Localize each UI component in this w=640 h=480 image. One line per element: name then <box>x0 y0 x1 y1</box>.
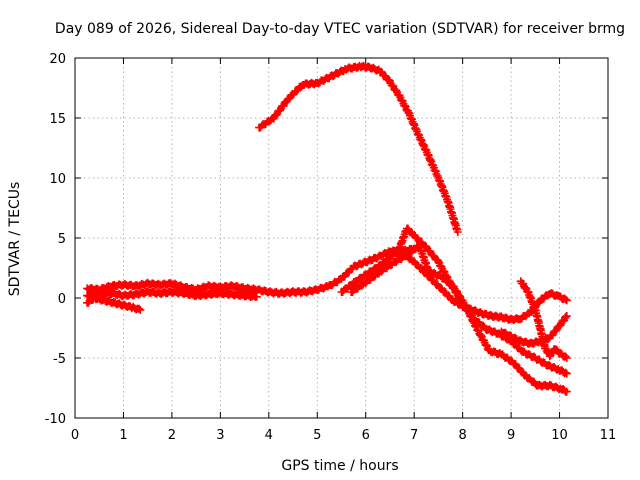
series-markers <box>83 287 261 302</box>
series-markers <box>83 293 145 314</box>
y-tick-label: -5 <box>53 352 66 367</box>
series-trace-b <box>83 287 261 302</box>
x-tick-label: 4 <box>265 428 273 443</box>
x-tick-label: 10 <box>551 428 568 443</box>
series-markers <box>83 244 419 298</box>
y-tick-label: 15 <box>49 112 66 127</box>
x-tick-label: 9 <box>507 428 515 443</box>
grid <box>75 58 608 418</box>
x-tick-label: 0 <box>71 428 79 443</box>
series-markers <box>255 61 462 236</box>
data-series <box>83 61 571 396</box>
x-tick-label: 6 <box>362 428 370 443</box>
x-tick-label: 8 <box>458 428 466 443</box>
y-tick-label: 20 <box>49 52 66 67</box>
series-markers <box>516 277 571 362</box>
x-tick-label: 2 <box>168 428 176 443</box>
y-tick-label: 0 <box>58 292 66 307</box>
series-trace-g <box>390 248 571 325</box>
plot-frame <box>74 57 609 419</box>
y-axis-label: SDTVAR / TECUs <box>7 182 23 297</box>
x-tick-label: 1 <box>119 428 127 443</box>
axis-ticks: 0 1 2 3 4 5 6 7 8 9 10 11 -10 -5 0 5 10 15 20 <box>45 52 617 443</box>
series-trace-i <box>516 277 571 362</box>
x-tick-label: 3 <box>216 428 224 443</box>
x-tick-label: 5 <box>313 428 321 443</box>
series-trace-d <box>255 61 462 236</box>
y-tick-label: -10 <box>45 412 66 427</box>
x-tick-label: 7 <box>410 428 418 443</box>
chart-title: Day 089 of 2026, Sidereal Day-to-day VTE… <box>55 21 625 37</box>
x-tick-label: 11 <box>600 428 617 443</box>
series-trace-a <box>83 244 419 298</box>
series-trace-c <box>83 293 145 314</box>
x-axis-label: GPS time / hours <box>281 458 398 474</box>
y-tick-label: 10 <box>49 172 66 187</box>
series-markers <box>390 248 571 325</box>
y-tick-label: 5 <box>58 232 66 247</box>
